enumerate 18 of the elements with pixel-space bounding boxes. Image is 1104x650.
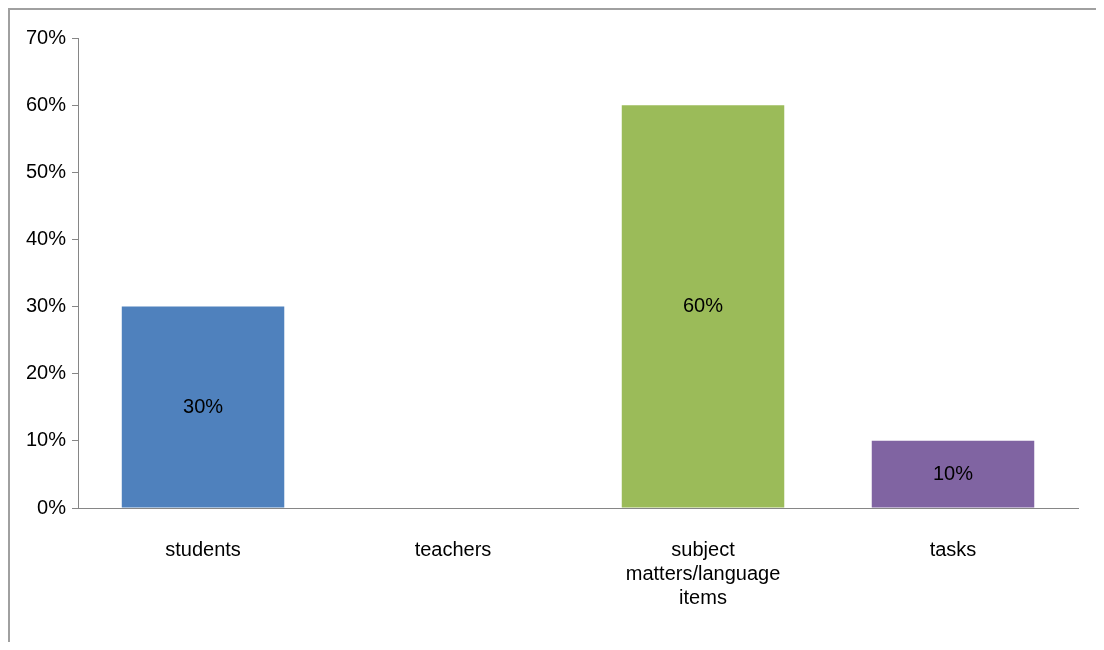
x-tick-label: teachers (414, 537, 492, 560)
x-tick-label: tasks (929, 537, 977, 560)
x-tick-label: students (165, 537, 241, 560)
bar (871, 440, 1035, 508)
data-label: 10% (932, 461, 974, 484)
y-tick-label: 30% (26, 294, 67, 317)
data-label: 30% (183, 394, 224, 417)
y-tick-label: 0% (37, 495, 67, 518)
y-tick-label: 20% (26, 361, 67, 384)
y-tick-label: 10% (26, 428, 67, 451)
data-label: 60% (683, 293, 724, 316)
y-tick-label: 60% (26, 92, 67, 115)
y-tick-label: 40% (26, 226, 67, 249)
y-tick-label: 50% (26, 159, 67, 182)
x-tick-label: subject matters/language items (625, 537, 781, 608)
y-tick-label: 70% (26, 25, 67, 48)
bar (121, 306, 285, 508)
bar (621, 105, 785, 508)
